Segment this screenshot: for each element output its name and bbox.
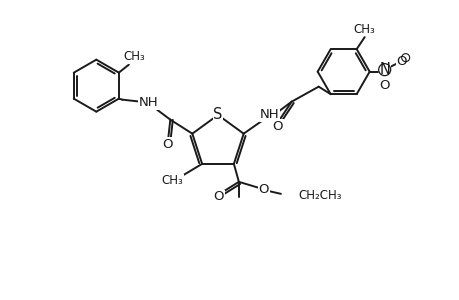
Text: NH: NH <box>259 108 279 121</box>
Text: O: O <box>213 190 224 203</box>
Text: O: O <box>258 183 269 196</box>
Text: CH₃: CH₃ <box>353 22 375 36</box>
Text: O: O <box>272 120 282 133</box>
Text: O: O <box>379 79 389 92</box>
Text: CH₃: CH₃ <box>123 50 145 63</box>
Text: O: O <box>162 138 172 151</box>
Text: NH: NH <box>138 96 158 109</box>
Text: O: O <box>396 55 406 68</box>
Text: CH₃: CH₃ <box>161 174 183 187</box>
Text: S: S <box>213 106 222 122</box>
Text: N: N <box>378 62 389 77</box>
Text: CH₂CH₃: CH₂CH₃ <box>298 189 341 202</box>
